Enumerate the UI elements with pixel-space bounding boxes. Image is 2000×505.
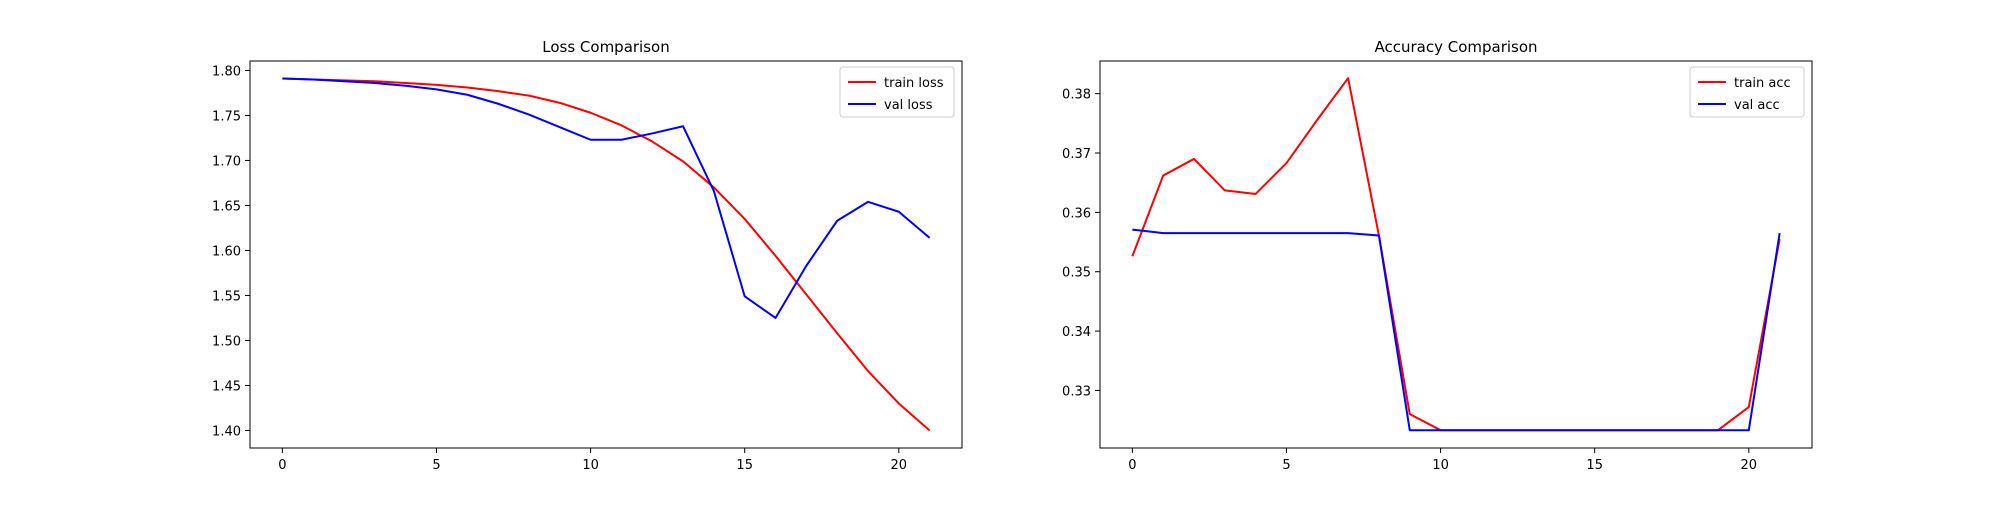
plot-frame: [249, 60, 963, 449]
legend-label: val loss: [884, 98, 933, 113]
series-line-val-acc: [1132, 228, 1781, 432]
series-line-train-acc: [1131, 77, 1781, 432]
chart-title: Loss Comparison: [542, 38, 669, 56]
y-tick-label: 0.36: [1062, 206, 1091, 221]
y-tick-label: 0.35: [1062, 266, 1091, 281]
y-tick-label: 0.33: [1062, 384, 1091, 399]
x-tick-label: 15: [1586, 458, 1603, 473]
series-line-val-loss: [282, 77, 931, 319]
axis-ticks: 0 5 10 15 20 0.33 0.34 0.35 0.36 0.37 0.38: [1062, 88, 1757, 473]
loss-comparison-chart: Loss Comparison 0 5 10 15 20 1.40 1.45 1.50 1.55…: [212, 38, 963, 473]
x-tick-label: 0: [278, 458, 286, 473]
y-tick-label: 0.37: [1062, 147, 1091, 162]
y-tick-label: 1.60: [212, 244, 241, 259]
legend-label: train loss: [884, 76, 944, 91]
accuracy-comparison-chart: Accuracy Comparison 0 5 10 15 20 0.33 0.34 0.35…: [1062, 38, 1813, 473]
legend: train acc val acc: [1689, 66, 1805, 118]
y-tick-label: 1.75: [212, 109, 241, 124]
y-tick-label: 1.70: [212, 154, 241, 169]
chart-title: Accuracy Comparison: [1374, 38, 1537, 56]
y-tick-label: 1.55: [212, 289, 241, 304]
x-tick-label: 5: [432, 458, 440, 473]
x-tick-label: 15: [736, 458, 753, 473]
y-tick-label: 1.45: [212, 379, 241, 394]
series-lines: [1131, 77, 1781, 432]
y-tick-label: 0.38: [1062, 88, 1091, 103]
axis-ticks: 0 5 10 15 20 1.40 1.45 1.50 1.55 1.60 1.65 1.70 1.75…: [212, 64, 907, 473]
legend-label: train acc: [1734, 76, 1791, 91]
y-tick-label: 1.80: [212, 64, 241, 79]
x-tick-label: 0: [1128, 458, 1136, 473]
plot-frame: [1099, 60, 1813, 449]
legend-label: val acc: [1734, 98, 1780, 113]
y-tick-label: 1.65: [212, 199, 241, 214]
x-tick-label: 10: [1432, 458, 1449, 473]
series-line-train-loss: [282, 77, 931, 432]
y-tick-label: 1.50: [212, 334, 241, 349]
x-tick-label: 5: [1282, 458, 1290, 473]
series-lines: [282, 77, 931, 432]
x-tick-label: 20: [891, 458, 908, 473]
legend: train loss val loss: [839, 66, 955, 118]
x-tick-label: 20: [1741, 458, 1758, 473]
y-tick-label: 1.40: [212, 424, 241, 439]
x-tick-label: 10: [582, 458, 599, 473]
y-tick-label: 0.34: [1062, 325, 1091, 340]
